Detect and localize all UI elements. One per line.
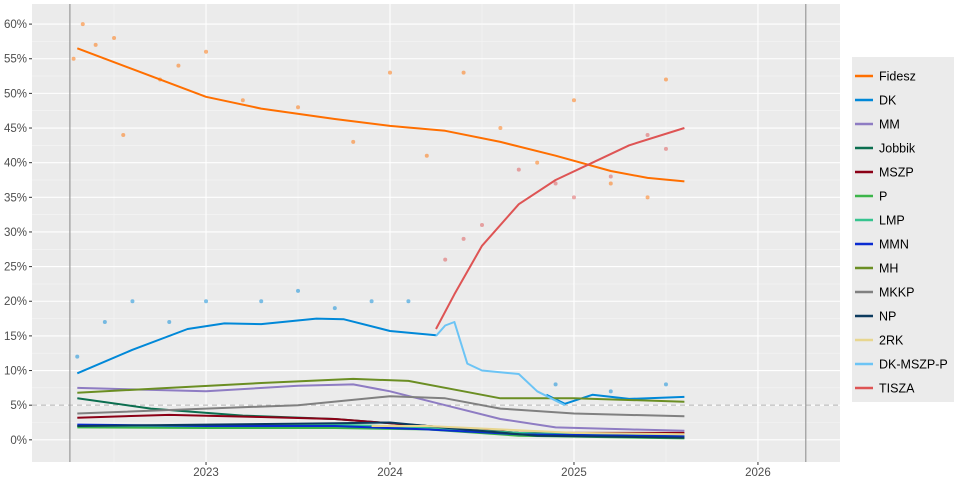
legend-label: 2RK [879,334,904,348]
y-tick-label: 40% [4,158,27,170]
trend-line-tisza [435,127,685,330]
legend-label: MMN [879,238,909,252]
data-point-fidesz [112,35,117,40]
data-point-tisza [645,132,650,137]
data-point-fidesz [71,56,76,61]
trend-line-fidesz [76,47,685,183]
data-point-dk [406,299,411,304]
legend-label: DK-MSZP-P [879,358,948,372]
data-point-fidesz [240,98,245,103]
legend-label: Fidesz [879,70,916,84]
data-point-fidesz [388,70,393,75]
y-tick-label: 5% [10,400,27,412]
y-tick-label: 25% [4,262,27,274]
legend: Fidesz DK MM Jobbik MSZP P LMP MMN MH MKKP NP 2RK DK… [852,57,954,402]
data-point-fidesz [571,98,576,103]
legend-label: LMP [879,214,905,228]
trend-line-2rk [371,425,685,436]
data-point-tisza [553,181,558,186]
data-point-fidesz [93,42,98,47]
data-point-tisza [516,167,521,172]
x-tick-label: 2026 [745,467,771,479]
data-point-fidesz [424,153,429,158]
data-point-dk [259,299,264,304]
data-point-dk [553,382,558,387]
legend-label: MSZP [879,166,914,180]
data-point-fidesz [608,181,613,186]
data-point-tisza [663,146,668,151]
y-tick-label: 45% [4,123,27,135]
y-tick-label: 35% [4,192,27,204]
data-point-dk [369,299,374,304]
x-tick-label: 2024 [377,467,403,479]
trend-line-dk-mszp-p [435,321,566,407]
plot-background [32,4,840,462]
data-point-fidesz [663,77,668,82]
y-tick-label: 0% [10,435,27,447]
data-point-dk [130,299,135,304]
y-tick-label: 50% [4,88,27,100]
data-point-fidesz [204,49,209,54]
data-point-dk [296,288,301,293]
data-point-tisza [608,174,613,179]
legend-label: DK [879,94,897,108]
data-point-dk [102,320,107,325]
data-point-dk [332,306,337,311]
data-point-fidesz [296,105,301,110]
y-tick-label: 10% [4,366,27,378]
legend-label: TISZA [879,382,915,396]
data-point-tisza [571,195,576,200]
data-point-fidesz [645,195,650,200]
legend-label: P [879,190,887,204]
legend-label: MH [879,262,898,276]
trend-line-np [77,421,685,439]
data-point-dk [204,299,209,304]
x-tick-label: 2023 [193,467,219,479]
trend-line-dk [76,317,685,405]
data-point-dk [167,320,172,325]
y-tick-label: 20% [4,296,27,308]
y-tick-label: 60% [4,19,27,31]
data-point-dk [663,382,668,387]
y-tick-label: 15% [4,331,27,343]
legend-label: MM [879,118,900,132]
trend-line-mkkp [77,395,685,418]
data-point-tisza [443,257,448,262]
data-point-tisza [479,223,484,228]
data-point-fidesz [461,70,466,75]
data-point-fidesz [176,63,181,68]
data-point-dk [75,354,80,359]
legend-label: NP [879,310,896,324]
y-tick-label: 55% [4,54,27,66]
legend-background [852,57,954,402]
legend-label: MKKP [879,286,914,300]
data-point-fidesz [498,126,503,131]
y-tick-label: 30% [4,227,27,239]
x-tick-label: 2025 [561,467,587,479]
data-point-fidesz [80,22,85,27]
legend-label: Jobbik [879,142,916,156]
data-point-fidesz [121,132,126,137]
data-point-fidesz [351,139,356,144]
data-point-fidesz [535,160,540,165]
data-point-dk [608,389,613,394]
data-point-tisza [461,236,466,241]
